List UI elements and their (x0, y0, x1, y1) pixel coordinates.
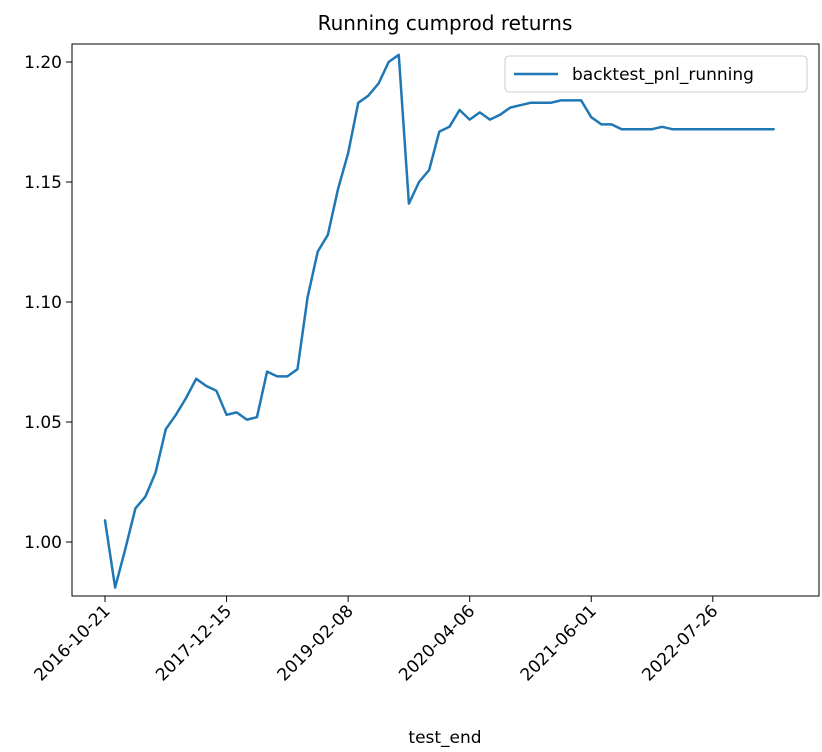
legend: backtest_pnl_running (504, 55, 808, 93)
x-tick-label: 2019-02-08 (274, 601, 358, 685)
y-tick-label: 1.00 (24, 533, 62, 553)
x-tick-label: 2016-10-21 (31, 601, 115, 685)
series-layer (103, 53, 775, 589)
x-axis: 2016-10-21 2017-12-15 2019-02-08 2020-04-06… (31, 596, 722, 685)
x-tick-label: 2020-04-06 (395, 601, 479, 685)
series-line-backtest-pnl-running (103, 53, 775, 589)
y-tick-label: 1.20 (24, 53, 62, 73)
x-axis-label: test_end (408, 728, 481, 748)
plot-area (71, 43, 820, 597)
x-tick-label: 2022-07-26 (638, 601, 722, 685)
legend-box (504, 55, 808, 93)
x-tick-label: 2021-06-01 (517, 601, 601, 685)
x-tick-label: 2017-12-15 (152, 601, 236, 685)
legend-label: backtest_pnl_running (572, 65, 754, 85)
y-tick-label: 1.05 (24, 413, 62, 433)
plot-frame (71, 43, 820, 597)
y-axis: 1.00 1.05 1.10 1.15 1.20 (24, 53, 72, 553)
y-tick-label: 1.15 (24, 173, 62, 193)
chart-title: Running cumprod returns (318, 11, 573, 35)
y-tick-label: 1.10 (24, 293, 62, 313)
